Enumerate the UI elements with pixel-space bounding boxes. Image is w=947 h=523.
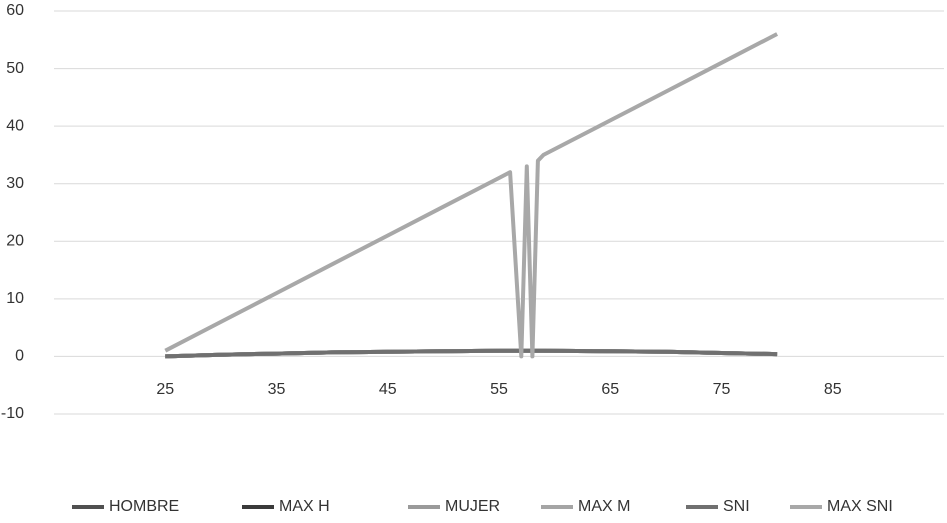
x-tick-label: 45	[379, 381, 397, 398]
legend-label: MUJER	[445, 498, 500, 515]
x-tick-label: 85	[824, 381, 842, 398]
y-tick-label: -10	[1, 405, 24, 422]
legend-label: SNI	[723, 498, 750, 515]
x-tick-label: 65	[601, 381, 619, 398]
y-tick-label: 50	[6, 60, 24, 77]
x-tick-label: 35	[268, 381, 286, 398]
y-tick-label: 0	[15, 348, 24, 365]
y-tick-label: 40	[6, 117, 24, 134]
y-tick-label: 60	[6, 2, 24, 19]
y-tick-label: 30	[6, 175, 24, 192]
x-tick-label: 55	[490, 381, 508, 398]
legend-label: MAX H	[279, 498, 330, 515]
y-tick-label: 10	[6, 290, 24, 307]
legend-label: MAX SNI	[827, 498, 893, 515]
legend-label: HOMBRE	[109, 498, 179, 515]
legend-label: MAX M	[578, 498, 630, 515]
x-tick-label: 25	[156, 381, 174, 398]
x-tick-label: 75	[713, 381, 731, 398]
series-line	[165, 348, 778, 359]
y-tick-label: 20	[6, 233, 24, 250]
series-line	[164, 32, 779, 359]
